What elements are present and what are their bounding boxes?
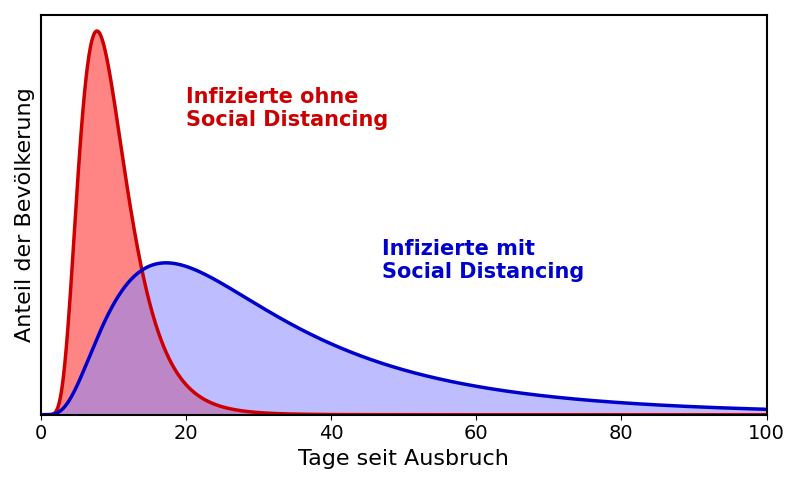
Text: Infizierte ohne
Social Distancing: Infizierte ohne Social Distancing (186, 87, 388, 130)
Y-axis label: Anteil der Bevölkerung: Anteil der Bevölkerung (15, 88, 35, 342)
X-axis label: Tage seit Ausbruch: Tage seit Ausbruch (298, 449, 509, 469)
Text: Infizierte mit
Social Distancing: Infizierte mit Social Distancing (382, 239, 584, 282)
